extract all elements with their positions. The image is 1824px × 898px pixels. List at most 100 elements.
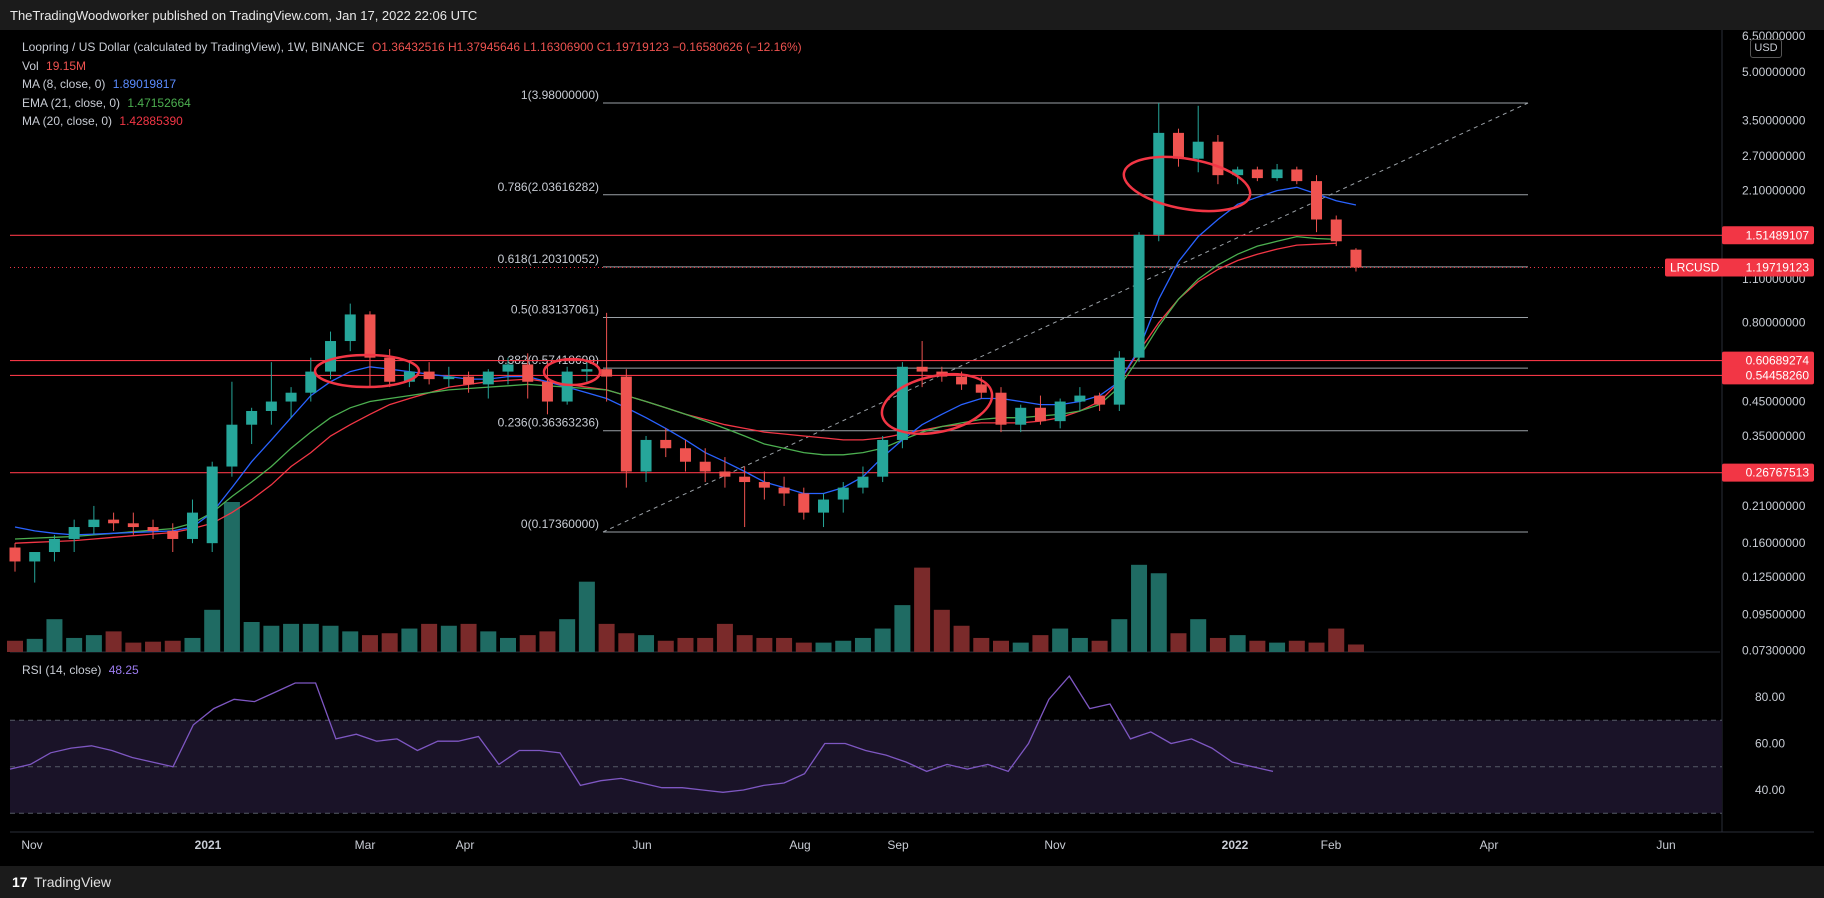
fib-level-label: 0.618(1.20310052) <box>498 252 599 266</box>
candle-body <box>285 392 297 402</box>
annotation-circle <box>880 372 994 436</box>
ma8-label: MA (8, close, 0) <box>22 77 106 91</box>
candle-body <box>502 364 514 372</box>
volume-bar <box>7 640 23 652</box>
volume-bar <box>854 637 871 652</box>
volume-bar <box>66 637 83 652</box>
ma8-value: 1.89019817 <box>112 77 177 91</box>
volume-bar <box>342 631 359 652</box>
ma20-label: MA (20, close, 0) <box>22 114 113 128</box>
candle-body <box>995 392 1007 425</box>
candle-body <box>344 314 356 342</box>
candle-body <box>798 493 810 513</box>
candle-body <box>443 376 455 380</box>
volume-bar <box>519 635 536 652</box>
annotation-circle <box>1122 155 1252 213</box>
volume-bar <box>243 622 260 652</box>
candle-body <box>581 369 593 372</box>
time-tick-label: 2022 <box>1222 838 1249 852</box>
time-tick-label: Mar <box>355 838 376 852</box>
ema21-value: 1.47152664 <box>127 95 191 110</box>
volume-bar <box>460 623 477 652</box>
currency-button[interactable]: USD <box>1750 39 1782 58</box>
volume-bar <box>1328 628 1345 652</box>
ma8-row: MA (8, close, 0) 1.89019817 <box>22 75 802 94</box>
volume-bar <box>677 637 694 652</box>
candle-body <box>1271 169 1283 179</box>
volume-bar <box>776 637 793 652</box>
volume-bar <box>973 637 990 652</box>
volume-bar <box>1288 640 1305 652</box>
candle-body <box>1054 401 1066 422</box>
candle-body <box>68 527 80 539</box>
time-tick-label: Jun <box>632 838 651 852</box>
candle-body <box>896 366 908 440</box>
volume-bar <box>440 625 457 652</box>
candle-body <box>857 476 869 488</box>
ma20-row: MA (20, close, 0) 1.42885390 <box>22 112 802 131</box>
volume-bar <box>933 609 950 652</box>
ma20-value: 1.42885390 <box>119 114 183 128</box>
candle-body <box>1212 141 1224 176</box>
candle-body <box>403 371 415 382</box>
price-tick-label: 5.00000000 <box>1742 65 1806 79</box>
volume-bar <box>914 567 931 652</box>
candle-body <box>463 376 475 385</box>
price-tick-label: 0.16000000 <box>1742 536 1806 550</box>
fib-level-label: 0.236(0.36363236) <box>498 416 599 430</box>
sr-level-value: 0.26767513 <box>1746 466 1810 480</box>
candle-body <box>1034 407 1046 422</box>
candle-body <box>108 519 120 524</box>
volume-bar <box>1269 642 1286 652</box>
annotation-circle <box>542 357 602 387</box>
volume-bar <box>361 635 378 652</box>
volume-bar <box>46 619 63 652</box>
volume-bar <box>401 628 418 652</box>
volume-bar <box>164 640 181 652</box>
volume-bar <box>105 631 122 652</box>
publish-header: TheTradingWoodworker published on Tradin… <box>0 0 1824 30</box>
candle-body <box>147 527 159 531</box>
volume-bar <box>1170 633 1187 652</box>
time-tick-label: Apr <box>456 838 475 852</box>
volume-bar <box>500 637 516 652</box>
candle-body <box>423 371 435 380</box>
candle-body <box>9 547 21 562</box>
candle-body <box>384 357 396 382</box>
volume-bar <box>322 625 339 652</box>
candle-body <box>1232 169 1244 176</box>
volume-bar <box>204 609 221 652</box>
time-tick-label: Jun <box>1656 838 1675 852</box>
candle-body <box>1113 357 1125 405</box>
sr-level-value: 0.60689274 <box>1746 354 1810 368</box>
volume-bar <box>85 635 102 652</box>
sr-level-value: 1.51489107 <box>1746 228 1810 242</box>
time-tick-label: Nov <box>21 838 42 852</box>
volume-bar <box>184 637 201 652</box>
candle-body <box>127 523 139 528</box>
candle-body <box>778 487 790 494</box>
rsi-tick-label: 40.00 <box>1755 783 1785 797</box>
last-price-badge <box>1665 258 1814 277</box>
volume-bar <box>302 623 319 652</box>
ohlc-values: O1.36432516 H1.37945646 L1.16306900 C1.1… <box>371 40 802 54</box>
candle-body <box>482 371 494 385</box>
volume-bar <box>657 640 674 652</box>
rsi-tick-label: 80.00 <box>1755 690 1785 704</box>
candle-body <box>1133 234 1145 358</box>
volume-bar <box>223 502 240 652</box>
candle-body <box>679 448 691 462</box>
tradingview-logo[interactable]: 17 TradingView <box>12 874 111 890</box>
time-tick-label: Sep <box>887 838 909 852</box>
volume-bar <box>263 625 280 652</box>
fib-trend-line <box>602 102 1529 533</box>
ma8-line <box>14 186 1357 536</box>
time-tick-label: 2021 <box>195 838 222 852</box>
brand-name: TradingView <box>34 874 112 890</box>
sr-level-value: 0.54458260 <box>1746 368 1810 382</box>
candle-body <box>48 538 60 553</box>
candle-body <box>1251 169 1263 179</box>
candle-body <box>719 471 731 477</box>
price-tick-label: 0.35000000 <box>1742 429 1806 443</box>
